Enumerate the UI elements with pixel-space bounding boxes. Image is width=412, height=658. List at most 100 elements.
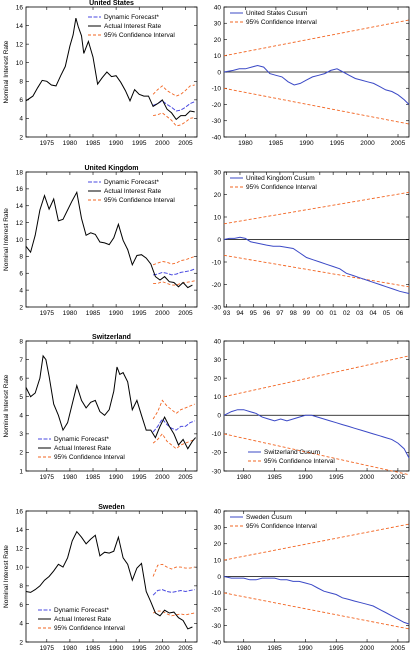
y-tick-label: 4 [19,287,23,294]
y-tick-label: 18 [16,169,24,176]
legend-label: United States Cusum [246,10,307,17]
y-tick-label: -40 [212,134,222,141]
y-tick-label: -10 [212,259,222,266]
ci-lower-line [223,87,410,125]
y-tick-label: 10 [16,60,24,67]
x-tick-label: 1980 [63,140,78,147]
y-tick-label: 4 [19,116,23,123]
y-tick-label: 16 [16,4,24,11]
legend-label: Actual Interest Rate [104,188,161,195]
y-tick-label: 1 [19,468,23,475]
chart-title: United States [89,0,134,7]
legend-label: Actual Interest Rate [104,23,161,30]
x-tick-label: 1975 [40,310,55,317]
legend-label: Sweden Cusum [246,514,292,521]
y-tick-label: -20 [212,102,222,109]
plot-frame [25,6,198,138]
y-tick-label: 10 [214,394,222,401]
legend-label: 95% Confidence Interval [246,523,317,530]
x-tick-label: 2000 [360,140,375,147]
x-tick-label: 99 [303,310,311,317]
actual-line [25,354,196,450]
panel-7: Sweden Nominal Interest Rate 2 4 6 8 10 12 14 16 1… [3,504,198,652]
x-tick-label: 1995 [329,474,344,481]
chart-title: Switzerland [92,334,131,341]
x-tick-label: 1995 [329,645,344,652]
ci-upper-line [152,84,195,97]
y-tick-label: -10 [212,431,222,438]
y-tick-label: 20 [214,37,222,44]
y-tick-label: 30 [214,21,222,28]
ci-lower-line [153,112,195,127]
y-tick-label: 5 [19,394,23,401]
legend-label: Dynamic Forecast* [104,14,159,21]
y-tick-label: 30 [214,169,222,176]
ci-upper-line [152,255,195,266]
y-tick-label: -20 [212,282,222,289]
y-tick-label: 20 [214,375,222,382]
x-tick-label: 02 [343,310,351,317]
x-tick-label: 1990 [299,140,314,147]
y-tick-label: -40 [212,639,222,646]
actual-line [25,530,193,630]
y-tick-label: 10 [214,557,222,564]
y-tick-label: -30 [212,623,222,630]
y-tick-label: -20 [212,450,222,457]
x-tick-label: 2005 [178,474,193,481]
legend-label: United Kingdom Cusum [246,175,315,182]
x-tick-label: 2005 [391,645,406,652]
y-tick-label: 4 [19,413,23,420]
x-tick-label: 2000 [155,645,170,652]
y-axis-label: Nominal Interest Rate [3,208,10,271]
x-tick-label: 1980 [238,140,253,147]
chart-title: Sweden [98,504,124,511]
legend-label: Dynamic Forecast* [54,436,109,443]
y-tick-label: 12 [16,220,24,227]
legend-label: 95% Confidence Interval [54,454,125,461]
x-tick-label: 1980 [63,310,78,317]
y-tick-label: 10 [214,53,222,60]
panel-1: United States Nominal Interest Rate 2 4 6 8 10… [3,0,198,147]
y-tick-label: 0 [217,413,221,420]
plot-frame [223,340,410,472]
x-tick-label: 1985 [267,645,282,652]
x-tick-label: 2000 [360,645,375,652]
legend-label: Dynamic Forecast* [104,179,159,186]
y-tick-label: -30 [212,304,222,311]
y-tick-label: 6 [19,375,23,382]
x-tick-label: 1980 [236,645,251,652]
y-tick-label: 4 [19,621,23,628]
y-tick-label: 10 [214,214,222,221]
ci-upper-line [223,191,410,225]
ci-lower-line [153,280,195,286]
x-tick-label: 1980 [63,645,78,652]
x-tick-label: 97 [276,310,284,317]
legend-label: Dynamic Forecast* [54,607,109,614]
y-axis-label: Nominal Interest Rate [3,545,10,608]
y-tick-label: 12 [16,546,24,553]
x-tick-label: 2000 [155,474,170,481]
ci-lower-line [152,433,195,450]
x-tick-label: 01 [330,310,338,317]
cusum-line [223,236,410,294]
x-tick-label: 1980 [236,474,251,481]
cusum-line [223,409,410,459]
y-tick-label: 20 [214,192,222,199]
y-tick-label: 10 [16,237,24,244]
y-tick-label: 20 [214,541,222,548]
legend-label: 95% Confidence Interval [246,184,317,191]
x-tick-label: 1985 [86,645,101,652]
cusum-line [223,576,410,625]
y-tick-label: 8 [19,254,23,261]
ci-upper-line [223,19,410,57]
x-tick-label: 1990 [109,310,124,317]
cusum-line [223,64,410,105]
legend-label: 95% Confidence Interval [264,458,335,465]
x-tick-label: 1975 [40,474,55,481]
y-tick-label: 40 [214,508,222,515]
y-tick-label: 6 [19,602,23,609]
actual-line [25,190,193,289]
chart-title: United Kingdom [84,165,138,172]
legend-label: Actual Interest Rate [54,445,111,452]
